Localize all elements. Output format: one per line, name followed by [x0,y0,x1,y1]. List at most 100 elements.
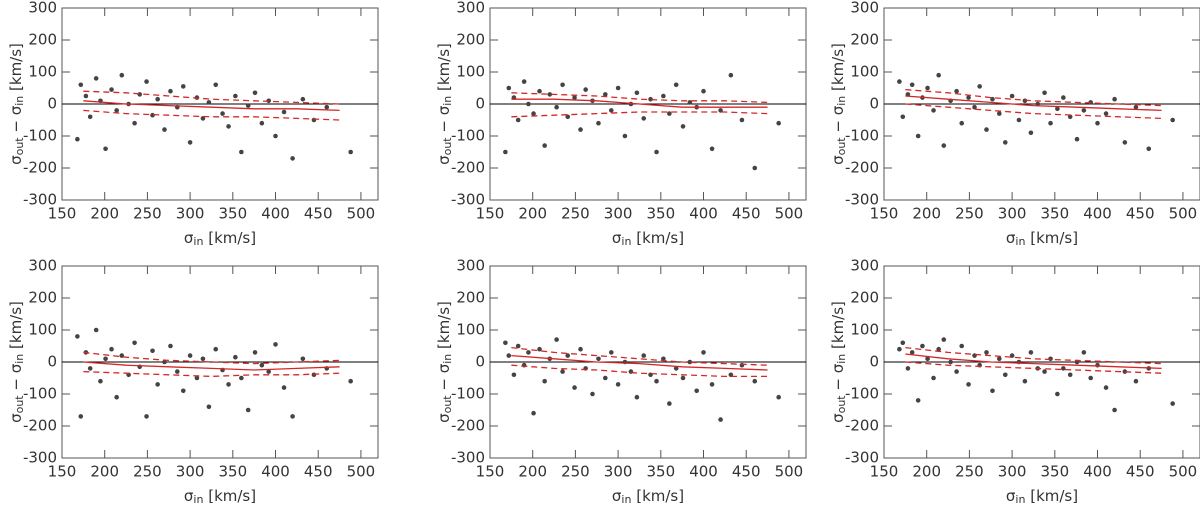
point [634,394,640,400]
point [641,353,647,358]
x-tick-label: 450 [1126,205,1155,223]
point [701,350,706,355]
point [966,382,971,387]
point [687,100,693,105]
point [1042,90,1047,96]
axis-label: σout − σin [km/s] [829,43,849,165]
point [996,111,1002,116]
label-part: σ [1006,229,1016,247]
label-part: σ [7,155,25,165]
y-tick-label: 200 [456,31,485,49]
point [776,120,781,126]
point [132,340,137,346]
point [654,378,659,384]
y-tick-label: 200 [456,289,485,307]
point [245,103,251,108]
point [590,391,595,397]
label-part: − σ [435,105,453,137]
point [300,356,306,362]
panel: -300 -200 -100 0 100 200 300 150 200 250 300 350 400… [435,0,807,248]
y-tick-label: -300 [23,191,57,209]
point [180,84,186,89]
label-part: σ [184,487,194,505]
trend-line [83,100,340,112]
point [931,375,936,381]
point [667,111,672,116]
point [728,72,734,78]
point [144,79,149,84]
point [226,382,231,387]
point [213,346,219,352]
point [206,404,212,410]
x-tick-label: 250 [133,205,162,223]
y-tick-label: -100 [23,127,57,145]
label-part: [km/s] [829,301,847,354]
y-tick-label: 200 [28,289,57,307]
y-tick-label: 300 [28,0,57,17]
point [87,114,93,120]
x-tick-label: 250 [133,463,162,481]
y-tick-label: -300 [845,449,879,467]
point [1081,108,1087,113]
point [206,100,212,105]
point [915,133,921,139]
x-tick-label: 300 [176,463,205,481]
trend-line [83,109,340,121]
panel: -300 -200 -100 0 100 200 300 150 200 250 300 350 400… [7,257,379,506]
x-tick-label: 350 [218,205,247,223]
point [959,343,965,349]
x-tick-label: 500 [775,205,804,223]
point [718,417,723,422]
point [547,92,553,97]
point [673,366,679,371]
label-part: − σ [7,363,25,395]
label-part: σ [829,155,847,165]
point [654,149,659,155]
label-subscript: in [621,493,631,506]
point [187,353,193,358]
point [972,104,977,110]
point [300,96,306,102]
axis-label: σout − σin [km/s] [435,301,455,423]
x-tick-label: 450 [732,463,761,481]
point [220,111,225,116]
trend-line [511,111,768,118]
x-tick-label: 150 [870,463,899,481]
label-subscript: in [441,96,454,106]
point [583,87,588,92]
point [1009,353,1015,358]
x-tick-label: 400 [1083,463,1112,481]
point [673,82,679,88]
point [602,92,608,97]
label-subscript: in [13,354,26,364]
point [1061,366,1066,371]
point [948,359,953,365]
label-part: σ [612,229,622,247]
trend-line [83,370,340,378]
point [977,84,982,89]
point [984,127,989,132]
label-subscript: in [441,354,454,364]
point [75,334,80,339]
x-tick-label: 250 [561,463,590,481]
x-tick-label: 500 [347,463,376,481]
point [1122,369,1128,374]
x-tick-label: 350 [218,463,247,481]
y-tick-label: 100 [456,321,485,339]
point [661,93,666,99]
point [615,382,621,387]
point [515,343,521,349]
axis-label: σin [km/s] [1006,487,1078,506]
label-subscript: in [835,96,848,106]
point [162,359,167,365]
x-tick-label: 350 [646,205,675,223]
x-tick-label: 500 [775,463,804,481]
panel: -300 -200 -100 0 100 200 300 150 200 250 300 350 400… [829,0,1200,248]
point [174,369,180,374]
x-tick-label: 300 [176,205,205,223]
y-tick-label: -100 [845,127,879,145]
point [78,414,84,419]
x-tick-label: 150 [48,205,77,223]
point [245,407,251,413]
point [1009,93,1015,99]
